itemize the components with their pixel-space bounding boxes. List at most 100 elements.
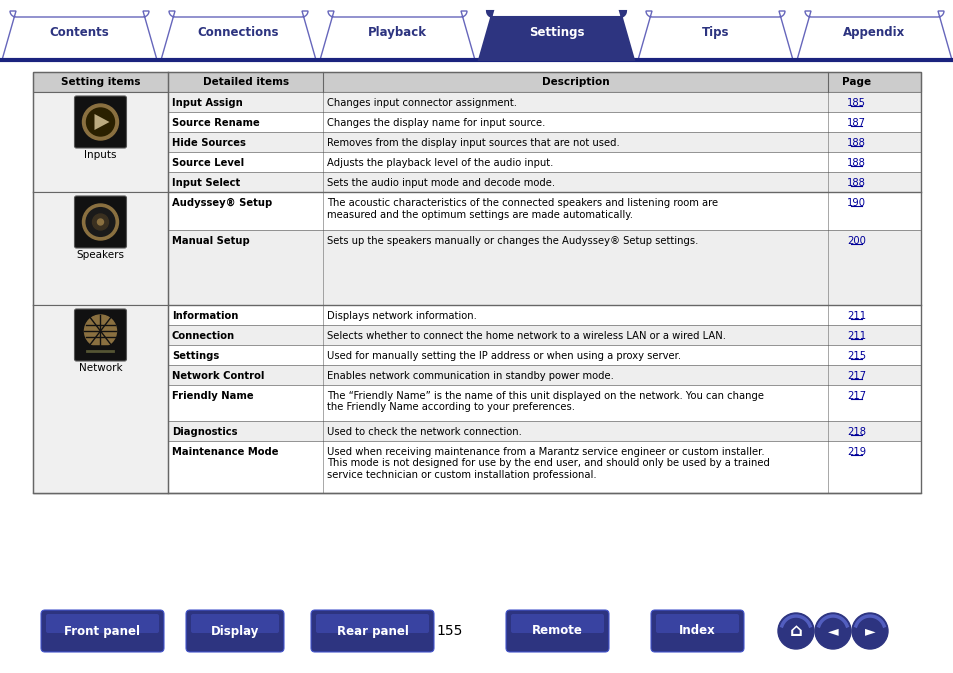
- Bar: [33, 132, 920, 152]
- Text: Changes input connector assignment.: Changes input connector assignment.: [327, 98, 517, 108]
- FancyBboxPatch shape: [186, 610, 284, 652]
- Text: Inputs: Inputs: [84, 150, 116, 160]
- Text: The acoustic characteristics of the connected speakers and listening room are: The acoustic characteristics of the conn…: [327, 198, 718, 208]
- Text: Audyssey® Setup: Audyssey® Setup: [172, 198, 272, 208]
- Text: Speakers: Speakers: [76, 250, 124, 260]
- Text: Hide Sources: Hide Sources: [172, 138, 246, 148]
- Bar: [33, 172, 920, 192]
- Polygon shape: [2, 11, 157, 60]
- Text: Front panel: Front panel: [65, 625, 140, 637]
- Bar: [33, 421, 920, 441]
- Circle shape: [87, 108, 114, 136]
- Polygon shape: [161, 11, 315, 60]
- Bar: [33, 72, 920, 493]
- Circle shape: [87, 208, 114, 236]
- Text: Connection: Connection: [172, 331, 234, 341]
- Text: 219: 219: [846, 447, 865, 457]
- FancyBboxPatch shape: [315, 614, 429, 633]
- Text: 188: 188: [846, 178, 865, 188]
- Text: measured and the optimum settings are made automatically.: measured and the optimum settings are ma…: [327, 209, 633, 219]
- Bar: [33, 230, 920, 305]
- Text: ⌂: ⌂: [789, 622, 801, 640]
- Text: The “Friendly Name” is the name of this unit displayed on the network. You can c: The “Friendly Name” is the name of this …: [327, 391, 763, 401]
- Text: 217: 217: [846, 391, 865, 401]
- Circle shape: [82, 104, 118, 140]
- Polygon shape: [319, 11, 475, 60]
- Text: 188: 188: [846, 138, 865, 148]
- Circle shape: [92, 214, 109, 230]
- Text: Source Level: Source Level: [172, 158, 244, 168]
- Bar: [33, 305, 168, 493]
- Text: 187: 187: [846, 118, 865, 128]
- Text: Manual Setup: Manual Setup: [172, 236, 250, 246]
- Text: Connections: Connections: [197, 26, 279, 39]
- FancyBboxPatch shape: [74, 309, 127, 361]
- Text: Enables network communication in standby power mode.: Enables network communication in standby…: [327, 371, 614, 381]
- Text: Maintenance Mode: Maintenance Mode: [172, 447, 278, 457]
- Text: 190: 190: [846, 198, 865, 208]
- Text: Settings: Settings: [172, 351, 219, 361]
- Polygon shape: [638, 11, 792, 60]
- Circle shape: [97, 219, 103, 225]
- Text: service technician or custom installation professional.: service technician or custom installatio…: [327, 470, 597, 480]
- Text: Sets the audio input mode and decode mode.: Sets the audio input mode and decode mod…: [327, 178, 555, 188]
- Text: This mode is not designed for use by the end user, and should only be used by a : This mode is not designed for use by the…: [327, 458, 769, 468]
- Circle shape: [82, 204, 118, 240]
- Text: Playback: Playback: [368, 26, 427, 39]
- Text: 211: 211: [846, 331, 865, 341]
- FancyBboxPatch shape: [311, 610, 434, 652]
- Text: 218: 218: [846, 427, 865, 437]
- Text: Input Select: Input Select: [172, 178, 240, 188]
- Text: 188: 188: [846, 158, 865, 168]
- Bar: [33, 192, 920, 230]
- Text: 211: 211: [846, 311, 865, 321]
- Bar: [33, 345, 920, 365]
- Text: Index: Index: [679, 625, 715, 637]
- Text: Sets up the speakers manually or changes the Audyssey® Setup settings.: Sets up the speakers manually or changes…: [327, 236, 698, 246]
- Text: Used for manually setting the IP address or when using a proxy server.: Used for manually setting the IP address…: [327, 351, 680, 361]
- Text: Network Control: Network Control: [172, 371, 264, 381]
- Text: 200: 200: [846, 236, 865, 246]
- FancyBboxPatch shape: [191, 614, 278, 633]
- Bar: [33, 365, 920, 385]
- FancyBboxPatch shape: [656, 614, 739, 633]
- Text: Input Assign: Input Assign: [172, 98, 242, 108]
- Text: 215: 215: [846, 351, 865, 361]
- Bar: [33, 92, 168, 192]
- Text: Settings: Settings: [528, 26, 583, 39]
- FancyBboxPatch shape: [511, 614, 603, 633]
- Text: Remote: Remote: [532, 625, 582, 637]
- Text: Setting items: Setting items: [61, 77, 140, 87]
- FancyBboxPatch shape: [46, 614, 159, 633]
- Bar: [33, 72, 920, 92]
- Circle shape: [814, 613, 850, 649]
- Circle shape: [778, 613, 813, 649]
- Bar: [33, 192, 168, 305]
- Text: Friendly Name: Friendly Name: [172, 391, 253, 401]
- Text: Tips: Tips: [701, 26, 728, 39]
- Text: Description: Description: [541, 77, 609, 87]
- Text: Page: Page: [841, 77, 870, 87]
- Text: 185: 185: [846, 98, 865, 108]
- Text: Display: Display: [211, 625, 259, 637]
- Text: Adjusts the playback level of the audio input.: Adjusts the playback level of the audio …: [327, 158, 553, 168]
- Text: 155: 155: [436, 624, 463, 638]
- Text: Source Rename: Source Rename: [172, 118, 259, 128]
- Text: 217: 217: [846, 371, 865, 381]
- Bar: [33, 152, 920, 172]
- Bar: [33, 385, 920, 421]
- Text: Used when receiving maintenance from a Marantz service engineer or custom instal: Used when receiving maintenance from a M…: [327, 447, 764, 457]
- Text: the Friendly Name according to your preferences.: the Friendly Name according to your pref…: [327, 402, 575, 413]
- Text: Changes the display name for input source.: Changes the display name for input sourc…: [327, 118, 545, 128]
- Text: Contents: Contents: [50, 26, 110, 39]
- Text: Diagnostics: Diagnostics: [172, 427, 237, 437]
- Bar: [33, 325, 920, 345]
- FancyBboxPatch shape: [41, 610, 164, 652]
- FancyBboxPatch shape: [650, 610, 743, 652]
- Text: Detailed items: Detailed items: [202, 77, 289, 87]
- Text: ◄: ◄: [827, 624, 838, 638]
- Bar: [33, 441, 920, 493]
- Text: Rear panel: Rear panel: [336, 625, 408, 637]
- Text: Selects whether to connect the home network to a wireless LAN or a wired LAN.: Selects whether to connect the home netw…: [327, 331, 725, 341]
- Text: ►: ►: [863, 624, 875, 638]
